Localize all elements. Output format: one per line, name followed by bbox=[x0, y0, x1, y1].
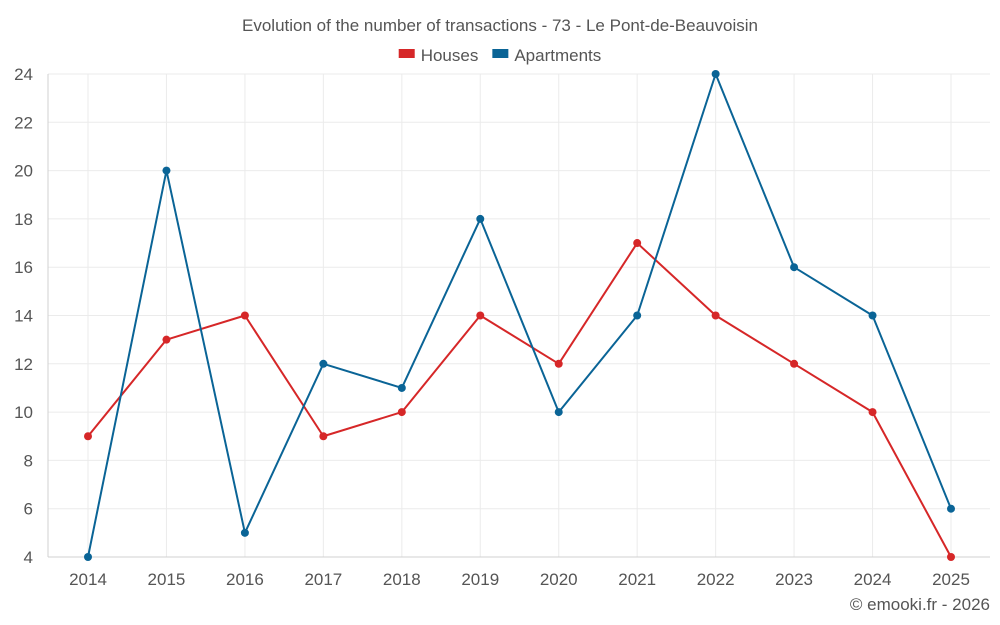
x-tick-label: 2024 bbox=[854, 570, 892, 589]
data-point-houses[interactable] bbox=[790, 359, 799, 368]
data-point-houses[interactable] bbox=[84, 432, 92, 441]
data-point-houses[interactable] bbox=[397, 408, 406, 417]
y-tick-label: 18 bbox=[14, 210, 33, 229]
chart-title: Evolution of the number of transactions … bbox=[242, 16, 758, 35]
y-tick-label: 8 bbox=[24, 451, 33, 470]
y-tick-label: 22 bbox=[14, 113, 33, 132]
series-apartments bbox=[84, 70, 955, 561]
legend-label-apartments[interactable]: Apartments bbox=[514, 46, 601, 65]
data-point-apartments[interactable] bbox=[711, 70, 720, 78]
credit-text: © emooki.fr - 2026 bbox=[850, 595, 990, 614]
x-tick-label: 2025 bbox=[932, 570, 970, 589]
x-tick-label: 2023 bbox=[775, 570, 813, 589]
data-point-houses[interactable] bbox=[476, 311, 485, 320]
data-point-houses[interactable] bbox=[240, 311, 249, 320]
data-point-houses[interactable] bbox=[319, 432, 328, 441]
x-tick-label: 2021 bbox=[618, 570, 656, 589]
series-houses bbox=[84, 239, 955, 561]
data-point-apartments[interactable] bbox=[162, 166, 171, 175]
y-tick-label: 24 bbox=[14, 65, 33, 84]
data-point-apartments[interactable] bbox=[319, 359, 328, 368]
data-point-apartments[interactable] bbox=[868, 311, 877, 320]
data-point-houses[interactable] bbox=[162, 335, 171, 344]
series-line-houses bbox=[87, 242, 952, 558]
y-tick-label: 14 bbox=[14, 307, 33, 326]
series-line-apartments bbox=[87, 73, 952, 558]
data-point-apartments[interactable] bbox=[947, 504, 955, 513]
data-point-houses[interactable] bbox=[947, 553, 955, 561]
y-tick-label: 12 bbox=[14, 355, 33, 374]
data-point-houses[interactable] bbox=[868, 408, 877, 417]
data-point-apartments[interactable] bbox=[397, 383, 406, 392]
x-tick-label: 2016 bbox=[226, 570, 264, 589]
data-point-apartments[interactable] bbox=[790, 263, 799, 272]
y-tick-label: 10 bbox=[14, 403, 33, 422]
x-tick-label: 2017 bbox=[304, 570, 342, 589]
x-tick-label: 2022 bbox=[697, 570, 735, 589]
data-point-apartments[interactable] bbox=[240, 528, 249, 537]
data-point-houses[interactable] bbox=[633, 239, 642, 248]
data-point-apartments[interactable] bbox=[84, 553, 92, 561]
x-tick-label: 2015 bbox=[148, 570, 186, 589]
x-tick-label: 2014 bbox=[69, 570, 107, 589]
data-point-apartments[interactable] bbox=[476, 214, 485, 223]
x-tick-label: 2018 bbox=[383, 570, 421, 589]
x-tick-label: 2019 bbox=[461, 570, 499, 589]
x-tick-label: 2020 bbox=[540, 570, 578, 589]
legend-label-houses[interactable]: Houses bbox=[421, 46, 479, 65]
y-tick-label: 4 bbox=[24, 548, 33, 567]
data-point-apartments[interactable] bbox=[554, 408, 563, 417]
legend: Houses Apartments bbox=[398, 46, 601, 65]
legend-swatch-houses[interactable] bbox=[398, 49, 415, 58]
legend-swatch-apartments[interactable] bbox=[492, 49, 509, 58]
data-point-apartments[interactable] bbox=[633, 311, 642, 320]
data-point-houses[interactable] bbox=[554, 359, 563, 368]
y-tick-label: 20 bbox=[14, 162, 33, 181]
y-tick-label: 6 bbox=[24, 500, 33, 519]
y-tick-label: 16 bbox=[14, 258, 33, 277]
series-group bbox=[84, 70, 955, 561]
data-point-houses[interactable] bbox=[711, 311, 720, 320]
